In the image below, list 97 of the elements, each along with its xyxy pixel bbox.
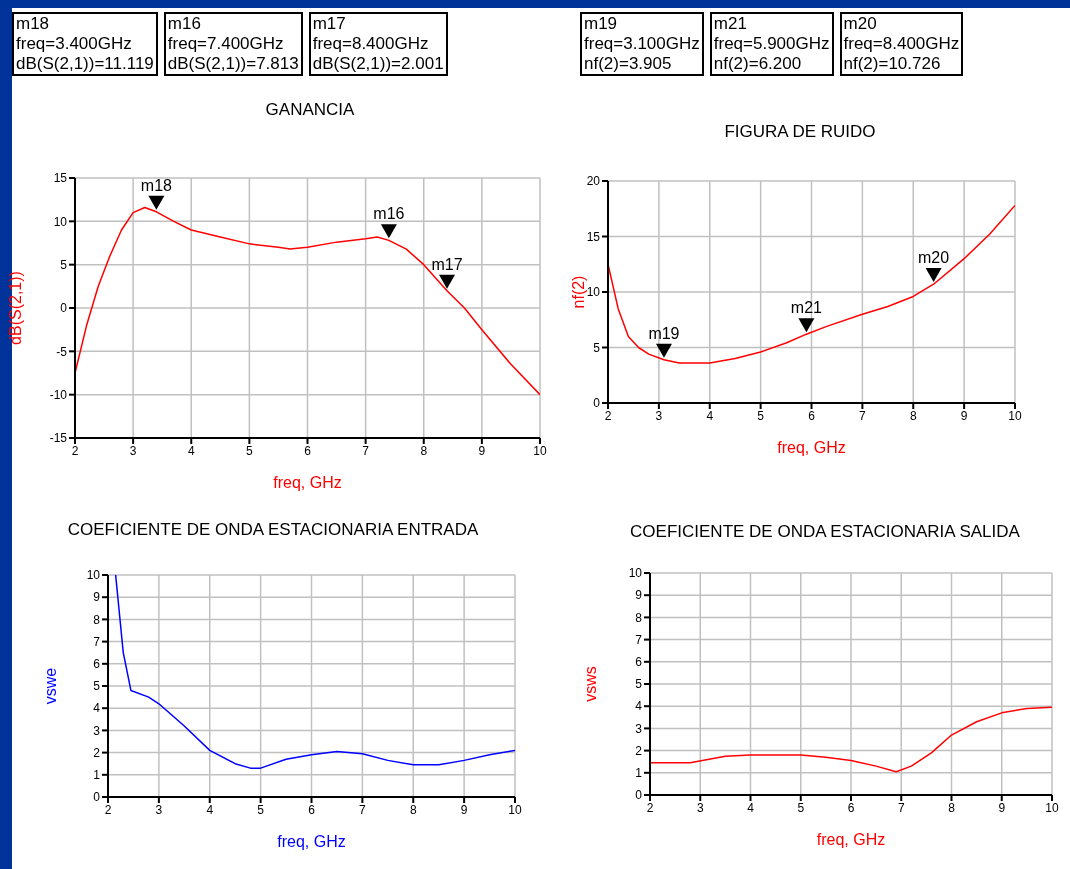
x-tick-label: 8: [948, 800, 956, 815]
annotation: m19: [648, 324, 680, 342]
x-tick-label: 7: [897, 800, 905, 815]
x-tick-label: 8: [420, 443, 428, 458]
x-tick-label: 9: [478, 443, 486, 458]
annotation: m17: [431, 255, 463, 273]
x-tick-label: 4: [206, 802, 214, 817]
text: m16 freq=7.400GHz dB(S(2,1))=7.813: [167, 14, 299, 74]
x-tick-label: 10: [1045, 800, 1059, 815]
x-tick-label: 5: [797, 800, 805, 815]
y-tick-label: 10: [53, 214, 68, 229]
y-tick-label: 2: [635, 743, 643, 758]
x-tick-label: 3: [155, 802, 163, 817]
y-axis-title: vsws: [581, 666, 599, 702]
x-tick-label: 6: [308, 802, 316, 817]
x-tick-label: 7: [362, 443, 370, 458]
line-series: [608, 204, 1015, 364]
chart-title: COEFICIENTE DE ONDA ESTACIONARIA SALIDA: [629, 522, 1021, 542]
y-tick-label: 10: [86, 568, 101, 583]
y-tick-label: 10: [586, 285, 601, 300]
x-tick-label: 9: [460, 802, 468, 817]
y-tick-label: 10: [628, 566, 643, 581]
y-tick-label: 6: [93, 657, 101, 672]
y-tick-label: 3: [635, 721, 643, 736]
x-tick-label: 6: [304, 443, 312, 458]
y-tick-label: 8: [635, 610, 643, 625]
y-tick-label: 15: [53, 171, 68, 186]
x-axis-title: freq, GHz: [816, 831, 886, 848]
x-tick-label: 3: [655, 408, 663, 423]
x-tick-label: 2: [104, 802, 112, 817]
y-tick-label: 7: [93, 634, 101, 649]
x-tick-label: 4: [187, 443, 195, 458]
y-tick-label: 3: [93, 723, 101, 738]
text: m21 freq=5.900GHz nf(2)=6.200: [713, 14, 830, 74]
y-tick-label: 6: [635, 655, 643, 670]
annotation: m18: [140, 176, 173, 194]
y-tick-label: 0: [93, 790, 101, 805]
annotation: m16: [373, 205, 405, 223]
x-tick-label: 4: [706, 408, 714, 423]
y-tick-label: 2: [93, 745, 101, 760]
y-tick-label: 5: [60, 257, 68, 272]
annotation: m21: [790, 299, 823, 317]
y-axis-title: vswe: [41, 667, 59, 705]
x-tick-label: 7: [359, 802, 367, 817]
y-tick-label: 9: [93, 590, 101, 605]
line-series: [650, 706, 1052, 773]
y-tick-label: 1: [635, 766, 643, 781]
text: m20 freq=8.400GHz nf(2)=10.726: [843, 14, 960, 74]
text: m19 freq=3.100GHz nf(2)=3.905: [584, 14, 700, 74]
y-tick-label: 5: [593, 340, 601, 355]
y-tick-label: 0: [593, 396, 601, 411]
y-tick-label: 0: [60, 301, 68, 316]
y-tick-label: 1: [93, 768, 101, 783]
x-tick-label: 8: [909, 408, 917, 423]
x-tick-label: 2: [646, 800, 654, 815]
y-tick-label: 8: [93, 612, 101, 627]
x-axis-title: freq, GHz: [277, 833, 346, 850]
y-tick-label: 9: [635, 588, 643, 603]
x-tick-label: 9: [960, 408, 968, 423]
x-tick-label: 5: [246, 443, 254, 458]
chart-title: FIGURA DE RUIDO: [723, 122, 877, 142]
y-tick-label: -10: [49, 387, 68, 402]
chart-title: COEFICIENTE DE ONDA ESTACIONARIA ENTRADA: [66, 520, 480, 540]
y-tick-label: 5: [93, 679, 101, 694]
y-tick-label: -5: [56, 344, 68, 359]
x-tick-label: 6: [847, 800, 855, 815]
y-tick-label: -15: [49, 431, 68, 446]
x-tick-label: 10: [533, 443, 547, 458]
chart-title: GANANCIA: [264, 100, 356, 120]
text: m18 freq=3.400GHz dB(S(2,1))=11.119: [16, 14, 154, 74]
x-tick-label: 3: [696, 800, 704, 815]
x-tick-label: 5: [757, 408, 765, 423]
x-tick-label: 6: [808, 408, 816, 423]
y-tick-label: 15: [586, 229, 601, 244]
x-axis-title: freq, GHz: [777, 439, 846, 456]
line-series: [114, 575, 515, 769]
x-tick-label: 7: [859, 408, 867, 423]
x-tick-label: 10: [1008, 408, 1022, 423]
x-tick-label: 8: [409, 802, 417, 817]
x-tick-label: 4: [747, 800, 755, 815]
annotation: m20: [918, 248, 950, 266]
text: m17 freq=8.400GHz dB(S(2,1))=2.001: [312, 14, 444, 74]
x-tick-label: 5: [257, 802, 265, 817]
x-tick-label: 10: [508, 802, 522, 817]
y-tick-label: 4: [635, 699, 643, 714]
y-axis-title: nf(2): [569, 275, 587, 309]
y-tick-label: 0: [635, 788, 643, 803]
y-tick-label: 4: [93, 701, 101, 716]
y-axis-title: dB(S(2,1)): [6, 271, 24, 345]
x-tick-label: 9: [998, 800, 1006, 815]
x-tick-label: 2: [604, 408, 612, 423]
x-tick-label: 3: [129, 443, 137, 458]
y-tick-label: 5: [635, 677, 643, 692]
y-tick-label: 7: [635, 632, 643, 647]
x-tick-label: 2: [71, 443, 79, 458]
y-tick-label: 20: [586, 174, 601, 189]
x-axis-title: freq, GHz: [273, 474, 342, 491]
